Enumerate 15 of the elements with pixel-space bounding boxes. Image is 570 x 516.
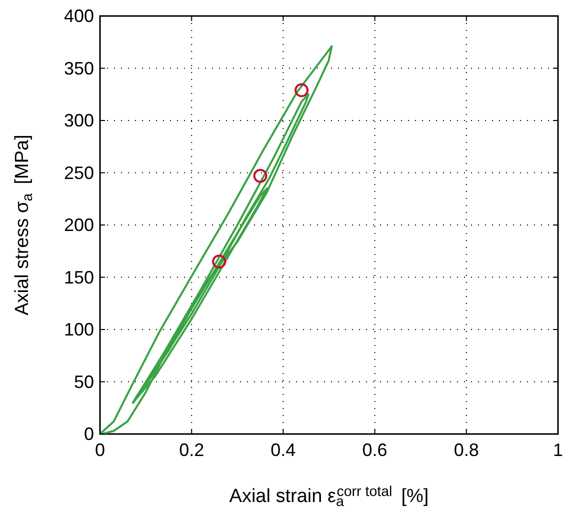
y-tick-label: 150	[64, 267, 94, 288]
y-tick-label: 400	[64, 6, 94, 26]
x-tick-label: 0.6	[362, 440, 388, 460]
x-tick-label: 0.4	[270, 440, 296, 460]
y-tick-label: 50	[74, 372, 94, 392]
y-tick-label: 200	[64, 215, 94, 235]
y-tick-label: 350	[64, 58, 94, 78]
y-tick-label: 100	[64, 320, 94, 340]
x-tick-label: 0.2	[179, 440, 204, 460]
x-tick-label: 1	[552, 440, 564, 460]
y-tick-label: 250	[64, 162, 94, 183]
x-axis-title: Axial strain ε$_{a}$$^{corr total}$ [%]	[229, 484, 429, 510]
y-tick-label: 300	[64, 110, 94, 130]
x-tick-label: 0.8	[454, 440, 479, 460]
y-tick-label: 0	[84, 424, 94, 444]
